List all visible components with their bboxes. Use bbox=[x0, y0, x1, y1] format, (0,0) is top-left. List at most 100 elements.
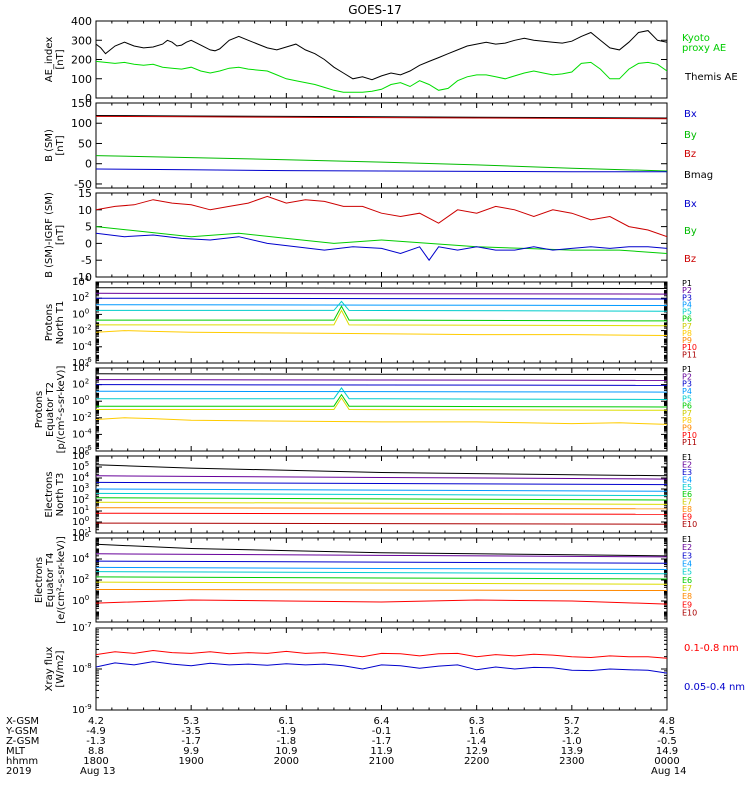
y-axis-label: [nT] bbox=[55, 225, 66, 245]
series-line-pequator-7 bbox=[96, 417, 667, 425]
footer-value: -1.0 bbox=[562, 736, 582, 747]
y-tick-label: 10-2 bbox=[72, 411, 92, 424]
y-axis-label: Equator T4 bbox=[45, 553, 56, 608]
footer-value: -1.7 bbox=[181, 736, 201, 747]
series-line-pnorth-1 bbox=[96, 292, 667, 295]
footer-value: 6.4 bbox=[374, 716, 390, 727]
footer-value: 6.1 bbox=[278, 716, 294, 727]
footer-value: 2100 bbox=[369, 756, 394, 767]
panel-frame bbox=[95, 537, 668, 623]
panel-frame bbox=[95, 627, 668, 711]
series-line-pequator-0 bbox=[96, 373, 667, 376]
series-line-xray-0 bbox=[96, 649, 667, 659]
y-tick-exponent: 0 bbox=[85, 307, 89, 315]
y-tick-exponent: 5 bbox=[85, 460, 89, 468]
series-line-eequator-7 bbox=[96, 589, 667, 591]
legend-entry: Bz bbox=[684, 149, 696, 160]
footer-row-label: MLT bbox=[6, 746, 26, 757]
panel-frame bbox=[95, 20, 668, 99]
y-tick-label: 10-7 bbox=[72, 621, 92, 634]
y-tick-label: 10-8 bbox=[72, 662, 92, 675]
legend-entry: P7 bbox=[682, 322, 692, 331]
legend-entry: E7 bbox=[682, 584, 692, 593]
footer-value: Aug 14 bbox=[651, 766, 686, 777]
series-line-pnorth-6 bbox=[96, 309, 667, 327]
legend-entry: E5 bbox=[682, 483, 692, 492]
y-tick-exponent: -1 bbox=[85, 526, 92, 534]
legend-entry: E4 bbox=[682, 475, 692, 484]
y-axis-label: B (SM) bbox=[44, 129, 55, 162]
series-line-enorth-6 bbox=[96, 501, 667, 505]
series-line-eequator-0 bbox=[96, 543, 667, 557]
legend-entry: P6 bbox=[682, 315, 692, 324]
series-line-pnorth-5 bbox=[96, 305, 667, 322]
legend-entry: E1 bbox=[682, 453, 692, 462]
panel-xray: 10-9 10-8 10-7 Xray flux [W/m2] 0.1-0.8 nm 0.0… bbox=[44, 621, 745, 716]
series-line-enorth-7 bbox=[96, 507, 667, 510]
series-line-eequator-4 bbox=[96, 571, 667, 575]
legend-entry: P1 bbox=[682, 279, 692, 288]
series-line-enorth-3 bbox=[96, 488, 667, 492]
footer-value: 1800 bbox=[83, 756, 108, 767]
series-line-enorth-4 bbox=[96, 492, 667, 497]
legend-entry: P11 bbox=[682, 350, 697, 359]
legend-entry: P4 bbox=[682, 300, 692, 309]
series-line-eequator-2 bbox=[96, 560, 667, 564]
y-axis-label: [nT] bbox=[55, 49, 66, 69]
footer-value: 6.3 bbox=[469, 716, 485, 727]
y-tick-exponent: -7 bbox=[85, 621, 92, 629]
footer-value: 13.9 bbox=[561, 746, 583, 757]
y-tick-label: 106 bbox=[72, 531, 90, 544]
legend-entry: P9 bbox=[682, 424, 692, 433]
series-line-ae-0 bbox=[96, 30, 667, 81]
y-axis-label: Xray flux bbox=[44, 647, 55, 692]
series-line-enorth-0 bbox=[96, 464, 667, 477]
legend-entry: Bz bbox=[684, 254, 696, 265]
footer-value: 3.2 bbox=[564, 726, 580, 737]
y-tick-label: -50 bbox=[74, 178, 92, 191]
footer-value: -1.8 bbox=[277, 736, 297, 747]
series-line-pnorth-7 bbox=[96, 330, 667, 336]
panel-bigrf: -10 -5 0 5 10 15 B (SM)-IGRF (SM) [nT] Bx By Bz bbox=[44, 187, 697, 284]
legend-entry: P1 bbox=[682, 365, 692, 374]
y-axis-label: Protons bbox=[34, 391, 45, 428]
legend-entry: 0.1-0.8 nm bbox=[684, 643, 739, 654]
series-line-eequator-6 bbox=[96, 581, 667, 585]
legend-entry: E6 bbox=[682, 490, 692, 499]
footer-value: 14.9 bbox=[656, 746, 678, 757]
series-line-pnorth-3 bbox=[96, 304, 667, 306]
footer-value: -1.3 bbox=[86, 736, 106, 747]
y-tick-label: 102 bbox=[72, 378, 89, 391]
footer-value: 4.2 bbox=[88, 716, 104, 727]
footer-value: 12.9 bbox=[466, 746, 488, 757]
y-tick-exponent: 6 bbox=[85, 449, 90, 457]
legend-entry: P10 bbox=[682, 431, 697, 440]
y-tick-exponent: 0 bbox=[85, 394, 89, 402]
y-tick-exponent: 1 bbox=[85, 504, 89, 512]
y-tick-exponent: -9 bbox=[85, 703, 92, 711]
y-tick-label: 100 bbox=[71, 73, 92, 86]
y-tick-label: 5 bbox=[85, 221, 92, 234]
legend-entry: Themis AE bbox=[684, 72, 738, 83]
legend-entry: P9 bbox=[682, 336, 692, 345]
y-tick-label: 10-4 bbox=[72, 340, 92, 353]
legend-entry: E3 bbox=[682, 551, 692, 560]
y-tick-exponent: 2 bbox=[85, 493, 89, 501]
y-tick-label: 100 bbox=[72, 594, 89, 607]
footer-value: -1.4 bbox=[467, 736, 487, 747]
legend-entry: proxy AE bbox=[682, 43, 726, 54]
footer-value: 5.3 bbox=[183, 716, 199, 727]
panel-frame bbox=[95, 192, 668, 278]
series-line-enorth-5 bbox=[96, 497, 667, 501]
series-line-enorth-8 bbox=[96, 512, 667, 515]
legend-entry: E2 bbox=[682, 460, 692, 469]
series-line-pequator-3 bbox=[96, 390, 667, 393]
y-tick-exponent: 4 bbox=[85, 275, 90, 283]
footer-value: 1.6 bbox=[469, 726, 485, 737]
y-tick-exponent: 2 bbox=[85, 378, 89, 386]
y-tick-exponent: -4 bbox=[85, 340, 93, 348]
